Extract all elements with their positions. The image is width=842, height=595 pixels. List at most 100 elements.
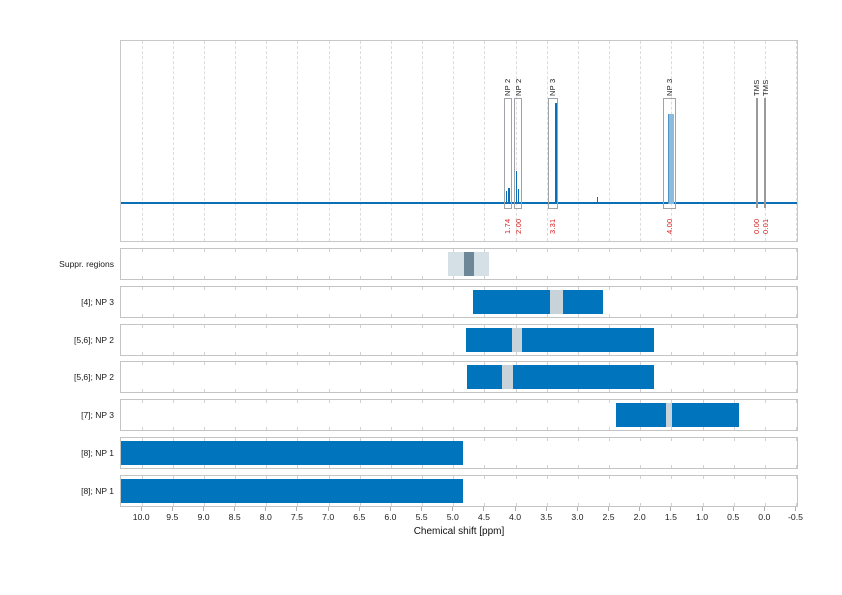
row-tick [204,389,205,393]
spectrum-peak [515,171,518,204]
row-tick [702,465,704,469]
row-tick [640,362,642,366]
row-tick [671,351,673,355]
row-tick [328,276,330,279]
axis-tick [608,507,610,511]
row-tick [422,400,424,404]
row-tick [204,465,205,469]
row-tick [764,276,766,279]
row-tick [453,362,455,366]
row-tick [297,427,299,431]
axis-tick [545,507,547,511]
axis-tick-label: 2.5 [602,512,615,522]
row-tick [577,362,579,366]
row-tick [266,502,268,506]
row-tick [609,427,611,431]
row-tick [484,502,486,506]
row-tick [390,324,392,328]
row-tick [328,362,330,366]
row-tick [266,249,268,252]
row-tick [297,389,299,393]
row-tick [671,475,673,479]
row-tick [546,465,548,469]
axis-tick-label: 9.5 [166,512,179,522]
row-tick [702,389,704,393]
integral-value: 2.00 [513,218,523,234]
gridline [796,41,797,241]
region-row-label: [7]; NP 3 [81,410,114,421]
row-tick [640,427,642,431]
region-row: Suppr. regions [59,248,798,280]
row-tick [546,276,548,279]
row-tick [422,427,424,431]
axis-tick-label: 6.5 [353,512,366,522]
axis-tick [421,507,423,511]
row-tick [359,502,361,506]
spectrum-peak [505,191,508,204]
row-tick [484,400,486,404]
row-tick [609,351,611,355]
row-tick [515,438,517,442]
row-tick [235,438,237,442]
row-tick [484,324,486,328]
peak-assignment-label: TMS [760,79,770,96]
row-tick [172,276,174,279]
gridline [546,41,548,241]
row-tick [640,465,642,469]
region-bar-gap [665,403,673,428]
row-tick [671,313,673,317]
row-tick [577,286,579,290]
row-tick [172,465,174,469]
axis-tick [171,507,173,511]
gridline [453,41,455,241]
row-tick [671,362,673,366]
row-tick [297,438,299,442]
row-tick [671,286,673,290]
row-tick [671,427,673,431]
row-tick [546,249,548,252]
row-tick [515,475,517,479]
row-tick [484,465,486,469]
row-tick [796,362,797,366]
row-tick [640,276,642,279]
row-tick [640,324,642,328]
row-tick [204,427,205,431]
row-tick [546,351,548,355]
row-tick [702,313,704,317]
row-tick [764,249,766,252]
row-tick [172,475,174,479]
row-tick [515,400,517,404]
row-tick [359,465,361,469]
row-tick [577,475,579,479]
row-tick [484,362,486,366]
row-tick [484,475,486,479]
axis-tick [265,507,267,511]
row-tick [328,465,330,469]
row-tick [702,502,704,506]
row-tick [390,249,392,252]
row-tick [484,389,486,393]
gridline [515,41,517,241]
row-tick [235,313,237,317]
axis-tick [140,507,142,511]
row-tick [733,400,735,404]
axis-tick-label: 1.0 [695,512,709,522]
axis-tick [701,507,703,511]
row-tick [733,465,735,469]
row-tick [422,276,424,279]
axis-tick-label: 0.0 [758,512,771,522]
row-tick [359,324,361,328]
row-tick [764,400,766,404]
region-row: [4]; NP 3 [81,285,798,318]
row-tick [359,427,361,431]
row-tick [359,400,361,404]
gridline [702,41,704,241]
axis-tick-label: 4.0 [509,512,522,522]
gridline [235,41,237,241]
row-tick [297,475,299,479]
axis-tick [576,507,578,511]
region-bar-gap [502,365,513,390]
region-row: [5,6]; NP 2 [74,323,798,356]
region-bar-blue [562,289,604,314]
